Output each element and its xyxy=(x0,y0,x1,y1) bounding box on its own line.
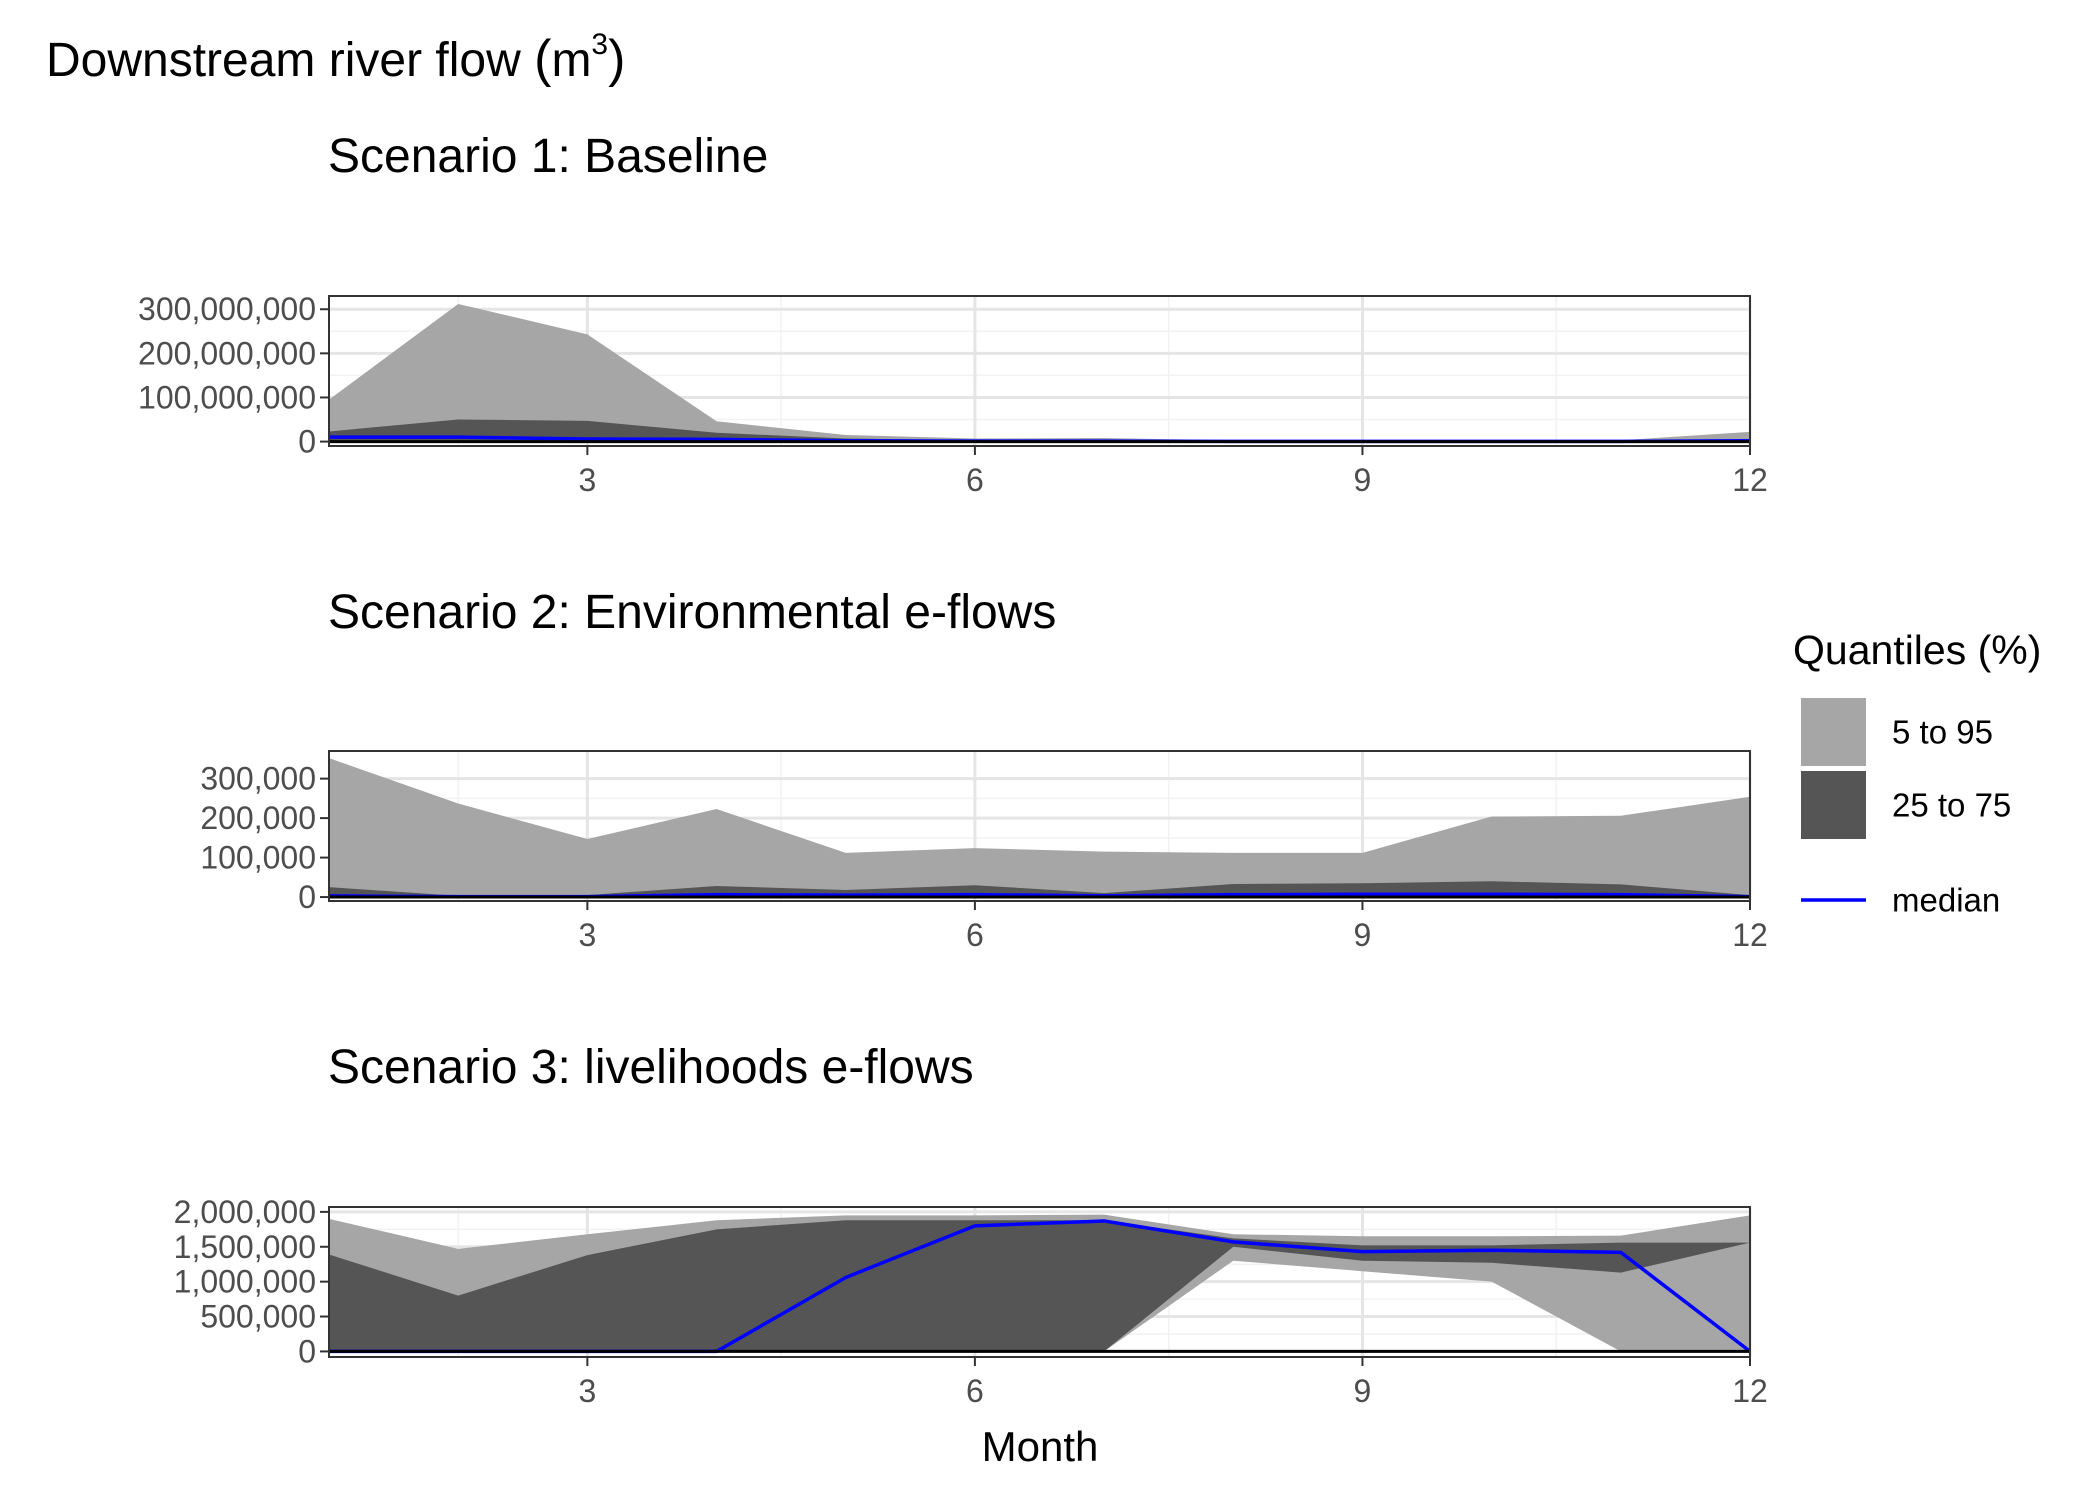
x-tick-label: 6 xyxy=(966,1373,984,1409)
y-tick-label: 2,000,000 xyxy=(174,1194,316,1230)
y-tick-label: 1,000,000 xyxy=(174,1264,316,1300)
x-tick-label: 9 xyxy=(1354,1373,1372,1409)
x-tick-label: 3 xyxy=(578,917,596,953)
legend-label: median xyxy=(1892,882,2000,919)
x-tick-label: 12 xyxy=(1732,917,1768,953)
figure-title-text: Downstream river flow xyxy=(46,34,535,87)
y-tick-label: 0 xyxy=(298,424,316,460)
title-unit-exponent: 3 xyxy=(591,28,609,61)
data-marks xyxy=(328,758,1751,899)
y-tick-label: 0 xyxy=(298,879,316,915)
title-close-paren: ) xyxy=(608,30,626,88)
legend-label: 25 to 75 xyxy=(1892,787,2011,824)
legend-key xyxy=(1801,698,1866,766)
panel-title: Scenario 2: Environmental e-flows xyxy=(328,586,1056,639)
band-5-to-95 xyxy=(329,303,1750,442)
data-marks xyxy=(329,303,1751,444)
panel-3: Scenario 3: livelihoods e-flows0500,0001… xyxy=(174,1041,1768,1409)
x-tick-label: 6 xyxy=(966,462,984,498)
x-axis: 3 6 9 12 xyxy=(578,901,1768,953)
y-tick-label: 100,000 xyxy=(200,840,316,876)
panel-title: Scenario 1: Baseline xyxy=(328,130,768,183)
x-tick-label: 6 xyxy=(966,917,984,953)
chart-panels: Scenario 1: Baseline 0 100,000,000 200,000,… xyxy=(138,130,1768,1409)
data-marks xyxy=(329,1214,1752,1354)
x-axis-label: Month xyxy=(982,1423,1099,1470)
legend-title: Quantiles (%) xyxy=(1793,627,2041,673)
legend-item-5-to-95: 5 to 95 xyxy=(1801,698,1993,766)
panel-1: Scenario 1: Baseline 0 100,000,000 200,000,… xyxy=(138,130,1768,498)
x-tick-label: 9 xyxy=(1354,462,1372,498)
y-tick-label: 100,000,000 xyxy=(138,379,316,415)
y-tick-label: 300,000 xyxy=(200,761,316,797)
title-open-paren: ( xyxy=(534,30,552,88)
y-tick-label: 200,000 xyxy=(200,800,316,836)
legend-label: 5 to 95 xyxy=(1892,714,1993,751)
band-25-to-75 xyxy=(329,419,1750,442)
panel-border xyxy=(328,750,1751,902)
x-tick-label: 12 xyxy=(1732,1373,1768,1409)
figure-title: Downstream river flow (m3) xyxy=(46,28,625,89)
legend-item-median: median xyxy=(1801,882,2000,919)
panel-border xyxy=(328,295,1751,447)
y-tick-label: 300,000,000 xyxy=(138,291,316,327)
y-tick-label: 500,000 xyxy=(200,1299,316,1335)
x-tick-label: 9 xyxy=(1354,917,1372,953)
x-axis: 3 6 9 12 xyxy=(578,1357,1768,1409)
x-tick-label: 3 xyxy=(578,1373,596,1409)
y-tick-label: 200,000,000 xyxy=(138,335,316,371)
y-tick-label: 1,500,000 xyxy=(174,1229,316,1265)
band-5-to-95 xyxy=(329,758,1750,898)
x-tick-label: 12 xyxy=(1732,462,1768,498)
panel-2: Scenario 2: Environmental e-flows 0100,00… xyxy=(200,586,1767,953)
y-tick-label: 0 xyxy=(298,1333,316,1369)
panel-title: Scenario 3: livelihoods e-flows xyxy=(328,1041,974,1094)
title-unit: m xyxy=(551,34,592,87)
x-axis: 3 6 9 12 xyxy=(578,446,1768,498)
legend-key xyxy=(1801,771,1866,839)
legend-item-25-to-75: 25 to 75 xyxy=(1801,771,2011,839)
y-axis: 0 100,000,000 200,000,000 300,000,000 xyxy=(138,291,329,460)
legend: Quantiles (%) 5 to 95 25 to 75 median xyxy=(1793,627,2041,919)
x-tick-label: 3 xyxy=(578,462,596,498)
